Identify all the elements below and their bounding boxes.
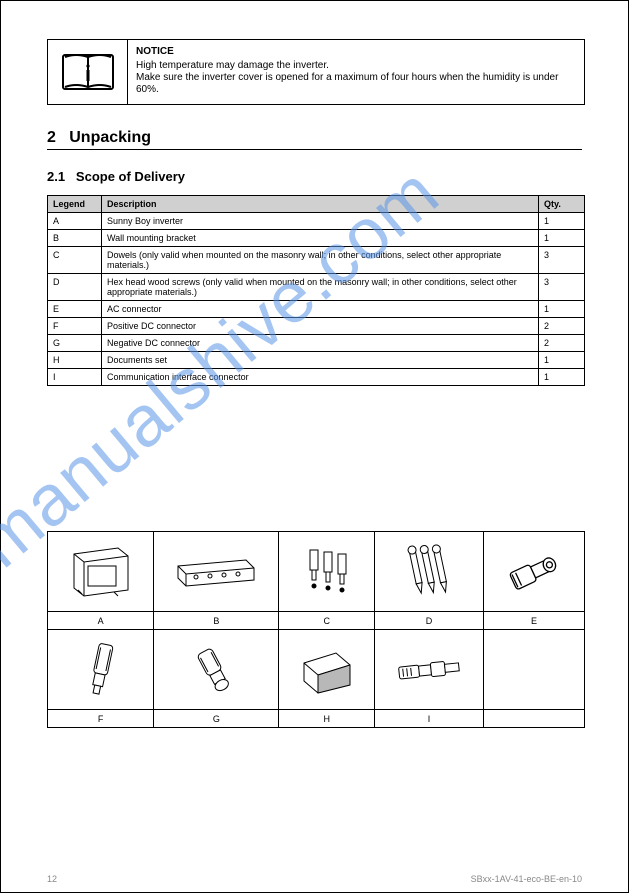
table-row: FPositive DC connector2	[48, 318, 585, 335]
section-title: Unpacking	[69, 129, 151, 146]
grid-img-B	[154, 532, 279, 612]
cell-desc: Positive DC connector	[102, 318, 539, 335]
cell-qty: 1	[539, 301, 585, 318]
cell-legend: C	[48, 247, 102, 274]
cell-desc: Communication interface connector	[102, 369, 539, 386]
section-number: 2	[47, 129, 56, 146]
table-row: HDocuments set1	[48, 352, 585, 369]
cell-legend: B	[48, 230, 102, 247]
footer-right: SBxx-1AV-41-eco-BE-en-10	[471, 874, 582, 884]
cell-qty: 1	[539, 369, 585, 386]
cell-desc: Hex head wood screws (only valid when mo…	[102, 274, 539, 301]
scope-table: Legend Description Qty. ASunny Boy inver…	[47, 195, 585, 386]
notice-title: NOTICE	[136, 46, 576, 58]
cell-desc: Sunny Boy inverter	[102, 213, 539, 230]
footer-left: 12	[47, 874, 57, 884]
section-heading: 2 Unpacking	[47, 129, 582, 150]
manual-icon	[61, 49, 115, 95]
th-qty: Qty.	[539, 196, 585, 213]
grid-cap-D: D	[375, 612, 484, 630]
table-row: GNegative DC connector2	[48, 335, 585, 352]
grid-img-H	[279, 630, 375, 710]
cell-legend: H	[48, 352, 102, 369]
cell-legend: G	[48, 335, 102, 352]
subsection-number: 2.1	[47, 169, 65, 184]
grid-cap-A: A	[48, 612, 154, 630]
table-row: CDowels (only valid when mounted on the …	[48, 247, 585, 274]
grid-img-E	[484, 532, 585, 612]
cell-legend: F	[48, 318, 102, 335]
cell-desc: Dowels (only valid when mounted on the m…	[102, 247, 539, 274]
subsection-title: Scope of Delivery	[76, 169, 185, 184]
table-row: ICommunication interface connector1	[48, 369, 585, 386]
th-desc: Description	[102, 196, 539, 213]
table-row: DHex head wood screws (only valid when m…	[48, 274, 585, 301]
table-row: ASunny Boy inverter1	[48, 213, 585, 230]
cell-legend: E	[48, 301, 102, 318]
notice-icon-cell	[48, 40, 128, 104]
grid-img-A	[48, 532, 154, 612]
grid-img-D	[375, 532, 484, 612]
cell-desc: Wall mounting bracket	[102, 230, 539, 247]
table-row: EAC connector1	[48, 301, 585, 318]
grid-cap-C: C	[279, 612, 375, 630]
cell-qty: 3	[539, 247, 585, 274]
grid-img-empty	[484, 630, 585, 710]
grid-cap-G: G	[154, 710, 279, 728]
cell-qty: 1	[539, 213, 585, 230]
image-grid: A B C D E	[47, 531, 585, 728]
grid-cap-E: E	[484, 612, 585, 630]
grid-cap-F: F	[48, 710, 154, 728]
notice-text: NOTICE High temperature may damage the i…	[128, 40, 584, 104]
grid-img-I	[375, 630, 484, 710]
notice-line-2: Make sure the inverter cover is opened f…	[136, 72, 576, 96]
th-legend: Legend	[48, 196, 102, 213]
notice-line-1: High temperature may damage the inverter…	[136, 60, 576, 72]
notice-box: NOTICE High temperature may damage the i…	[47, 39, 585, 105]
grid-cap-B: B	[154, 612, 279, 630]
grid-cap-empty	[484, 710, 585, 728]
grid-img-G	[154, 630, 279, 710]
footer: 12 SBxx-1AV-41-eco-BE-en-10	[47, 874, 582, 884]
cell-legend: D	[48, 274, 102, 301]
grid-cap-I: I	[375, 710, 484, 728]
cell-desc: Documents set	[102, 352, 539, 369]
table-header-row: Legend Description Qty.	[48, 196, 585, 213]
table-row: BWall mounting bracket1	[48, 230, 585, 247]
cell-qty: 1	[539, 352, 585, 369]
cell-legend: I	[48, 369, 102, 386]
cell-qty: 2	[539, 335, 585, 352]
grid-cap-H: H	[279, 710, 375, 728]
cell-desc: Negative DC connector	[102, 335, 539, 352]
cell-desc: AC connector	[102, 301, 539, 318]
grid-img-F	[48, 630, 154, 710]
cell-qty: 3	[539, 274, 585, 301]
grid-img-C	[279, 532, 375, 612]
subsection-heading: 2.1 Scope of Delivery	[47, 169, 185, 184]
cell-qty: 1	[539, 230, 585, 247]
cell-qty: 2	[539, 318, 585, 335]
cell-legend: A	[48, 213, 102, 230]
